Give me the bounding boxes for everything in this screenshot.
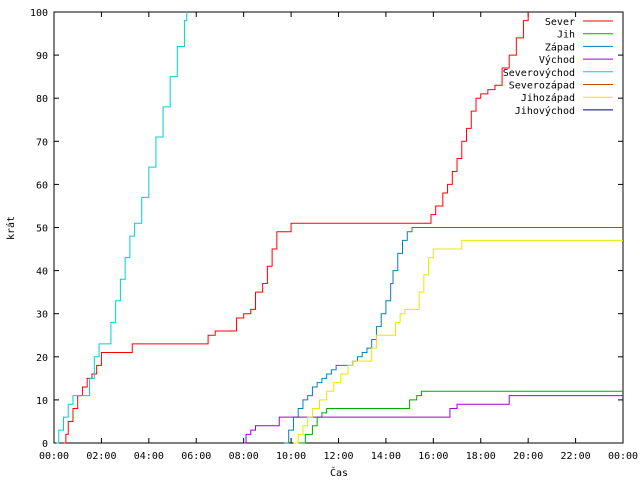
y-tick-label: 90 [36, 51, 48, 62]
y-tick-label: 70 [36, 137, 48, 148]
series-line-sever [63, 12, 529, 444]
y-tick-label: 50 [36, 224, 48, 235]
series-line-jih [298, 390, 623, 444]
y-axis: 0 10 20 30 40 50 60 70 80 90 100 [30, 8, 623, 450]
x-tick-label: 12:00 [323, 451, 353, 462]
legend-label: Sever [545, 17, 575, 28]
series-line-severovýchod [56, 12, 188, 444]
x-tick-label: 00:00 [39, 451, 69, 462]
x-axis-label: Čas [330, 466, 348, 479]
x-tick-label: 16:00 [418, 451, 448, 462]
x-tick-label: 18:00 [466, 451, 496, 462]
y-tick-label: 40 [36, 267, 48, 278]
legend-label: Severozápad [509, 80, 575, 92]
series-line-jihozápad [293, 239, 623, 444]
legend-label: Jihozápad [521, 92, 575, 104]
legend-label: Jih [557, 30, 575, 41]
x-tick-label: 06:00 [181, 451, 211, 462]
series-line-východ [243, 395, 623, 444]
y-tick-label: 30 [36, 310, 48, 321]
y-tick-label: 10 [36, 396, 48, 407]
x-tick-label: 02:00 [86, 451, 116, 462]
x-tick-label: 20:00 [513, 451, 543, 462]
x-axis: 00:00 02:00 04:00 06:00 08:00 10:00 12:00 14:00… [39, 12, 638, 462]
legend-label: Severovýchod [503, 67, 575, 79]
y-tick-label: 80 [36, 94, 48, 105]
y-tick-label: 60 [36, 180, 48, 191]
legend-label: Západ [545, 41, 575, 53]
legend: Sever JihZápadVýchodSeverovýchodSeverozáp… [503, 17, 613, 117]
y-tick-label: 100 [30, 8, 48, 19]
y-axis-label: krát [5, 216, 17, 240]
y-tick-label: 20 [36, 353, 48, 364]
legend-label: Jihovýchod [515, 105, 575, 117]
x-tick-label: 22:00 [561, 451, 591, 462]
x-tick-label: 04:00 [134, 451, 164, 462]
x-tick-label: 00:00 [608, 451, 638, 462]
y-tick-label: 0 [42, 439, 48, 450]
series-layer [56, 12, 623, 444]
x-tick-label: 10:00 [276, 451, 306, 462]
legend-label: Východ [539, 54, 575, 66]
x-tick-label: 08:00 [229, 451, 259, 462]
x-tick-label: 14:00 [371, 451, 401, 462]
